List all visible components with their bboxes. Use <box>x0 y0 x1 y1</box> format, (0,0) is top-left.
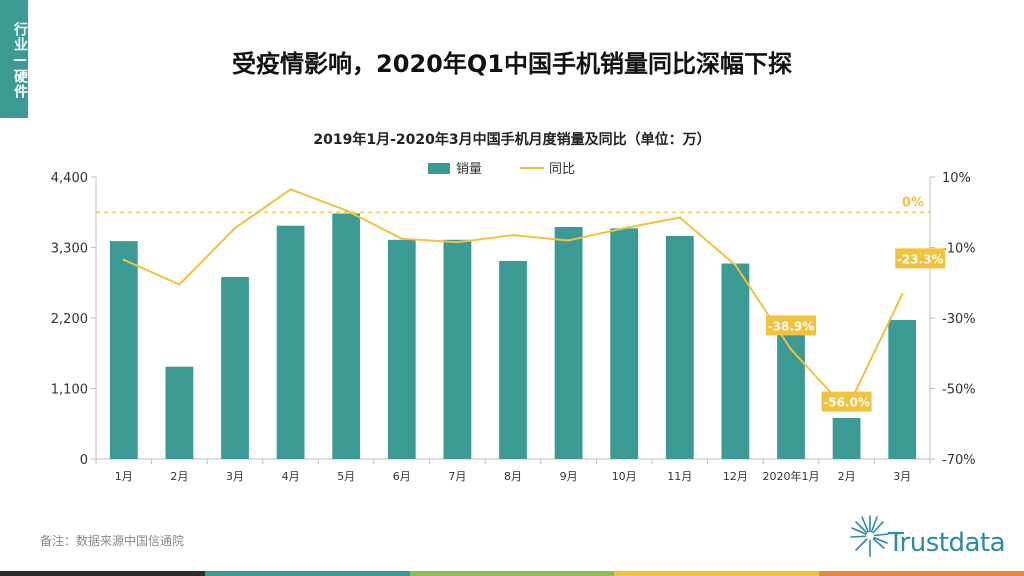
bar-sales <box>777 325 805 459</box>
data-label: -38.9% <box>768 319 815 333</box>
y-tick-label-left: 2,200 <box>51 312 88 327</box>
bar-sales <box>832 417 861 459</box>
bar-sales <box>554 226 583 459</box>
legend-label-sales: 销量 <box>456 162 482 177</box>
y-tick-label-left: 1,100 <box>51 383 88 398</box>
x-tick-label: 6月 <box>393 470 411 483</box>
data-label-bg <box>766 315 816 336</box>
legend-label-yoy: 同比 <box>549 162 575 177</box>
bottom-bar-segment <box>614 571 820 576</box>
page-title: 受疫情影响，2020年Q1中国手机销量同比深幅下探 <box>232 50 792 78</box>
legend-swatch-sales <box>428 163 450 174</box>
bar-sales <box>610 228 639 459</box>
bar-sales <box>443 239 472 459</box>
footer-note: 备注：数据来源中国信通院 <box>40 534 185 548</box>
bar-sales <box>665 235 694 459</box>
y-tick-label-left: 3,300 <box>51 242 88 257</box>
bar-sales <box>499 260 527 459</box>
bottom-bar-segment <box>0 571 205 576</box>
x-tick-label: 5月 <box>337 470 355 483</box>
y-tick-label-left: 4,400 <box>51 171 88 186</box>
line-point-yoy <box>122 258 126 262</box>
x-tick-label: 3月 <box>226 470 244 483</box>
line-point-yoy <box>345 209 348 212</box>
bar-sales <box>109 241 138 459</box>
x-tick-label: 4月 <box>282 470 300 483</box>
trustdata-logo-icon <box>850 515 889 557</box>
line-point-yoy <box>623 226 626 230</box>
bottom-bar-segment <box>409 571 615 576</box>
x-tick-label: 12月 <box>723 470 748 483</box>
x-tick-label: 2月 <box>838 470 856 483</box>
bar-sales <box>888 319 917 459</box>
chart-title: 2019年1月-2020年3月中国手机月度销量及同比（单位：万） <box>313 131 710 148</box>
logo-text: Trustdata <box>888 528 1006 558</box>
bar-sales <box>387 239 416 459</box>
data-label: -23.3% <box>897 252 944 266</box>
bottom-color-bar <box>0 571 1024 576</box>
line-point-yoy <box>178 283 181 286</box>
line-point-yoy <box>456 241 459 244</box>
y-tick-label-right: -10% <box>942 242 976 257</box>
data-label-bg <box>895 248 946 269</box>
y-tick-label-right: 10% <box>942 171 971 186</box>
section-tag-label: 行业—硬件 <box>12 21 28 99</box>
x-tick-label: 2020年1月 <box>763 469 820 483</box>
bar-sales <box>332 213 361 459</box>
line-point-yoy <box>901 293 904 296</box>
x-tick-label: 9月 <box>560 470 578 483</box>
y-tick-label-left: 0 <box>80 453 88 468</box>
bar-sales <box>721 263 750 459</box>
bar-sales <box>165 366 194 459</box>
section-tag: 行业—硬件 <box>0 0 28 118</box>
line-point-yoy <box>789 348 793 351</box>
x-tick-label: 8月 <box>504 470 522 483</box>
line-point-yoy <box>678 216 681 219</box>
line-point-yoy <box>233 226 237 230</box>
x-tick-label: 3月 <box>893 470 911 483</box>
x-tick-label: 10月 <box>612 470 637 483</box>
line-point-yoy <box>289 188 292 191</box>
x-tick-label: 2月 <box>170 470 188 483</box>
x-tick-label: 1月 <box>115 470 133 483</box>
bottom-bar-segment <box>204 571 410 576</box>
line-point-yoy <box>567 239 570 242</box>
y-tick-label-right: -70% <box>942 453 976 468</box>
bar-sales <box>276 225 305 459</box>
bar-sales <box>221 276 249 459</box>
y-tick-label-right: -30% <box>942 312 976 327</box>
x-tick-label: 11月 <box>667 470 692 483</box>
bottom-bar-segment <box>819 571 1024 576</box>
reference-line-label: 0% <box>902 195 924 210</box>
y-tick-label-right: -50% <box>942 383 976 398</box>
line-point-yoy <box>400 237 403 240</box>
line-point-yoy <box>511 233 515 237</box>
line-point-yoy <box>734 263 737 267</box>
x-tick-label: 7月 <box>448 470 466 483</box>
data-label-bg <box>821 391 872 412</box>
data-label: -56.0% <box>823 396 870 410</box>
